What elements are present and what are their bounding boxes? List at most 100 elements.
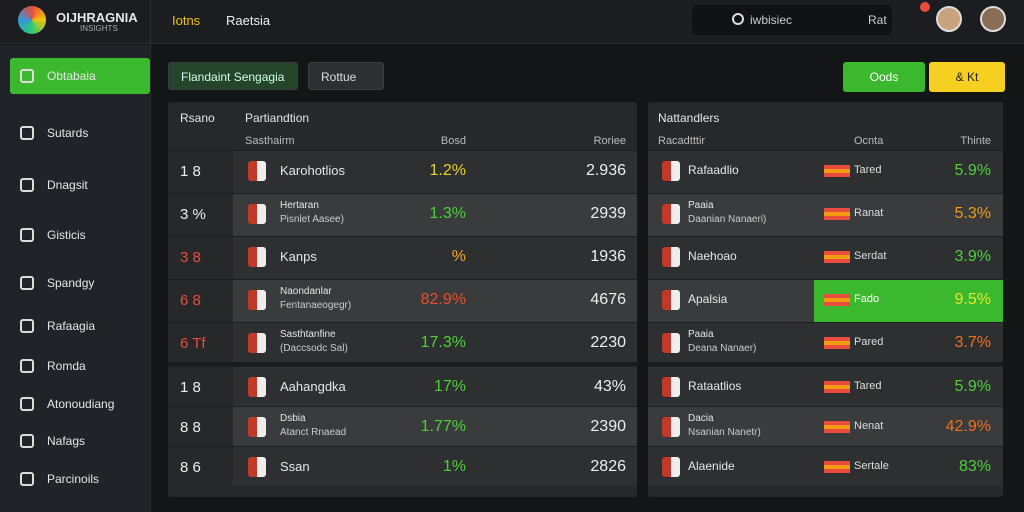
name: Ssan bbox=[280, 459, 310, 474]
sidebar-label[interactable]: Gisticis bbox=[47, 228, 86, 242]
panel-header: Rsano bbox=[180, 111, 215, 125]
count: 1936 bbox=[590, 248, 626, 265]
table-row[interactable]: Apalsia Fado 9.5% bbox=[648, 279, 1003, 322]
sidebar-icon bbox=[20, 178, 34, 192]
sidebar-label[interactable]: Parcinoils bbox=[47, 472, 100, 486]
toolbar-button[interactable]: & Kt bbox=[929, 62, 1005, 92]
table-row[interactable]: 6 8 Naondanlar Fentanaeogegr) 82.9% 4676 bbox=[168, 279, 637, 322]
rank: 6 8 bbox=[180, 292, 201, 309]
sidebar-icon bbox=[20, 69, 34, 83]
avatar[interactable] bbox=[936, 6, 962, 32]
name-sub: Pisnlet Aasee) bbox=[280, 214, 344, 225]
top-bar: OIJHRAGNIA INSIGHTS Iotns Raetsia iwbisiec Ra… bbox=[0, 0, 1024, 44]
toolbar-button[interactable]: Flandaint Sengagia bbox=[168, 62, 298, 90]
name: Paaia bbox=[688, 200, 714, 211]
column-header: Thinte bbox=[960, 135, 991, 147]
column-header: Sasthairm bbox=[245, 135, 295, 147]
sidebar-label[interactable]: Romda bbox=[47, 359, 86, 373]
team-icon bbox=[662, 333, 680, 353]
row-bg bbox=[233, 237, 637, 279]
search-icon bbox=[732, 13, 744, 25]
sidebar-item[interactable]: Nafags bbox=[10, 423, 150, 459]
table-row[interactable]: 1 8 Karohotlios 1.2% 2.936 bbox=[168, 150, 637, 193]
sidebar-icon bbox=[20, 472, 34, 486]
team-icon bbox=[662, 417, 680, 437]
sidebar-item[interactable]: Romda bbox=[10, 348, 150, 384]
flag-icon bbox=[824, 294, 850, 306]
table-row[interactable]: 8 6 Ssan 1% 2826 bbox=[168, 446, 637, 486]
table-row[interactable]: Dacia Nsanian Nanetr) Nenat 42.9% bbox=[648, 406, 1003, 446]
name-sub: Fentanaeogegr) bbox=[280, 300, 352, 311]
search-box[interactable]: iwbisiec Rat bbox=[692, 5, 892, 35]
divider bbox=[150, 0, 151, 512]
name: Sasthtanfine bbox=[280, 329, 336, 340]
name: Apalsia bbox=[688, 292, 728, 306]
row-bg bbox=[233, 280, 637, 322]
table-row[interactable]: Rafaadlio Tared 5.9% bbox=[648, 150, 1003, 193]
sidebar-label[interactable]: Obtabaia bbox=[47, 69, 96, 83]
table-row[interactable]: Rataatlios Tared 5.9% bbox=[648, 366, 1003, 406]
flag-icon bbox=[824, 251, 850, 263]
section-divider bbox=[648, 362, 1003, 366]
rank: 6 Tf bbox=[180, 335, 206, 352]
name-sub: (Daccsodc Sal) bbox=[280, 343, 348, 354]
search-text[interactable]: iwbisiec bbox=[750, 13, 793, 27]
value: 82.9% bbox=[420, 291, 466, 308]
table-row[interactable]: Alaenide Sertale 83% bbox=[648, 446, 1003, 486]
row-bg bbox=[233, 151, 637, 193]
name: Rafaadlio bbox=[688, 163, 739, 177]
sidebar-label[interactable]: Sutards bbox=[47, 126, 89, 140]
team-icon bbox=[662, 204, 680, 224]
nav-link[interactable]: Iotns bbox=[172, 13, 201, 28]
value: 5.9% bbox=[954, 162, 991, 179]
table-row[interactable]: 3 % Hertaran Pisnlet Aasee) 1.3% 2939 bbox=[168, 193, 637, 236]
sidebar-label[interactable]: Nafags bbox=[47, 434, 86, 448]
column-header: Roriee bbox=[593, 135, 626, 147]
rank: 8 8 bbox=[180, 419, 201, 436]
table-row[interactable]: 6 Tf Sasthtanfine (Daccsodc Sal) 17.3% 2230 bbox=[168, 322, 637, 365]
table-row[interactable]: 3 8 Kanps% 1936 bbox=[168, 236, 637, 279]
search-button[interactable]: Rat bbox=[868, 13, 887, 27]
panel-header: Partiandtion bbox=[245, 111, 310, 125]
sidebar-label[interactable]: Rafaagia bbox=[47, 319, 96, 333]
sidebar-item[interactable]: Obtabaia bbox=[10, 58, 150, 94]
sidebar-item[interactable]: Dnagsit bbox=[10, 167, 150, 203]
right-panel: Nattandlers Racadtttir Ocnta Thinte Rafaadli… bbox=[648, 102, 1003, 497]
team: Ranat bbox=[854, 207, 884, 219]
avatar[interactable] bbox=[980, 6, 1006, 32]
name: Aahangdka bbox=[280, 379, 346, 394]
table-row[interactable]: Naehoao Serdat 3.9% bbox=[648, 236, 1003, 279]
sidebar-item[interactable]: Spandgy bbox=[10, 265, 150, 301]
toolbar-button[interactable]: Oods bbox=[843, 62, 925, 92]
count: 2939 bbox=[590, 205, 626, 222]
sidebar-label[interactable]: Spandgy bbox=[47, 276, 95, 290]
nav-link[interactable]: Raetsia bbox=[226, 13, 271, 28]
team-icon bbox=[662, 377, 680, 397]
sidebar-item[interactable]: Gisticis bbox=[10, 217, 150, 253]
sidebar-label[interactable]: Atonoudiang bbox=[47, 397, 115, 411]
sidebar-icon bbox=[20, 434, 34, 448]
table-row[interactable]: Paaia Deana Nanaer) Pared 3.7% bbox=[648, 322, 1003, 365]
sidebar-label[interactable]: Dnagsit bbox=[47, 178, 88, 192]
team-icon bbox=[662, 161, 680, 181]
section-divider bbox=[168, 362, 637, 366]
sidebar-item[interactable]: Sutards bbox=[10, 115, 150, 151]
team: Tared bbox=[854, 164, 882, 176]
name: Rataatlios bbox=[688, 379, 742, 393]
sidebar-icon bbox=[20, 276, 34, 290]
table-row[interactable]: 1 8 Aahangdka 17% 43% bbox=[168, 366, 637, 406]
sidebar-item[interactable]: Parcinoils bbox=[10, 461, 150, 497]
sidebar-icon bbox=[20, 397, 34, 411]
value: 1.77% bbox=[420, 418, 466, 435]
flag-icon bbox=[824, 208, 850, 220]
sidebar-item[interactable]: Atonoudiang bbox=[10, 386, 150, 422]
sidebar-icon bbox=[20, 319, 34, 333]
table-row[interactable]: Paaia Daanian Nanaeri) Ranat 5.3% bbox=[648, 193, 1003, 236]
toolbar-button[interactable]: Rottue bbox=[308, 62, 384, 90]
count: 2826 bbox=[590, 458, 626, 475]
table-row[interactable]: 8 8 Dsbia Atanct Rnaead 1.77% 2390 bbox=[168, 406, 637, 446]
sidebar-item[interactable]: Rafaagia bbox=[10, 308, 150, 344]
